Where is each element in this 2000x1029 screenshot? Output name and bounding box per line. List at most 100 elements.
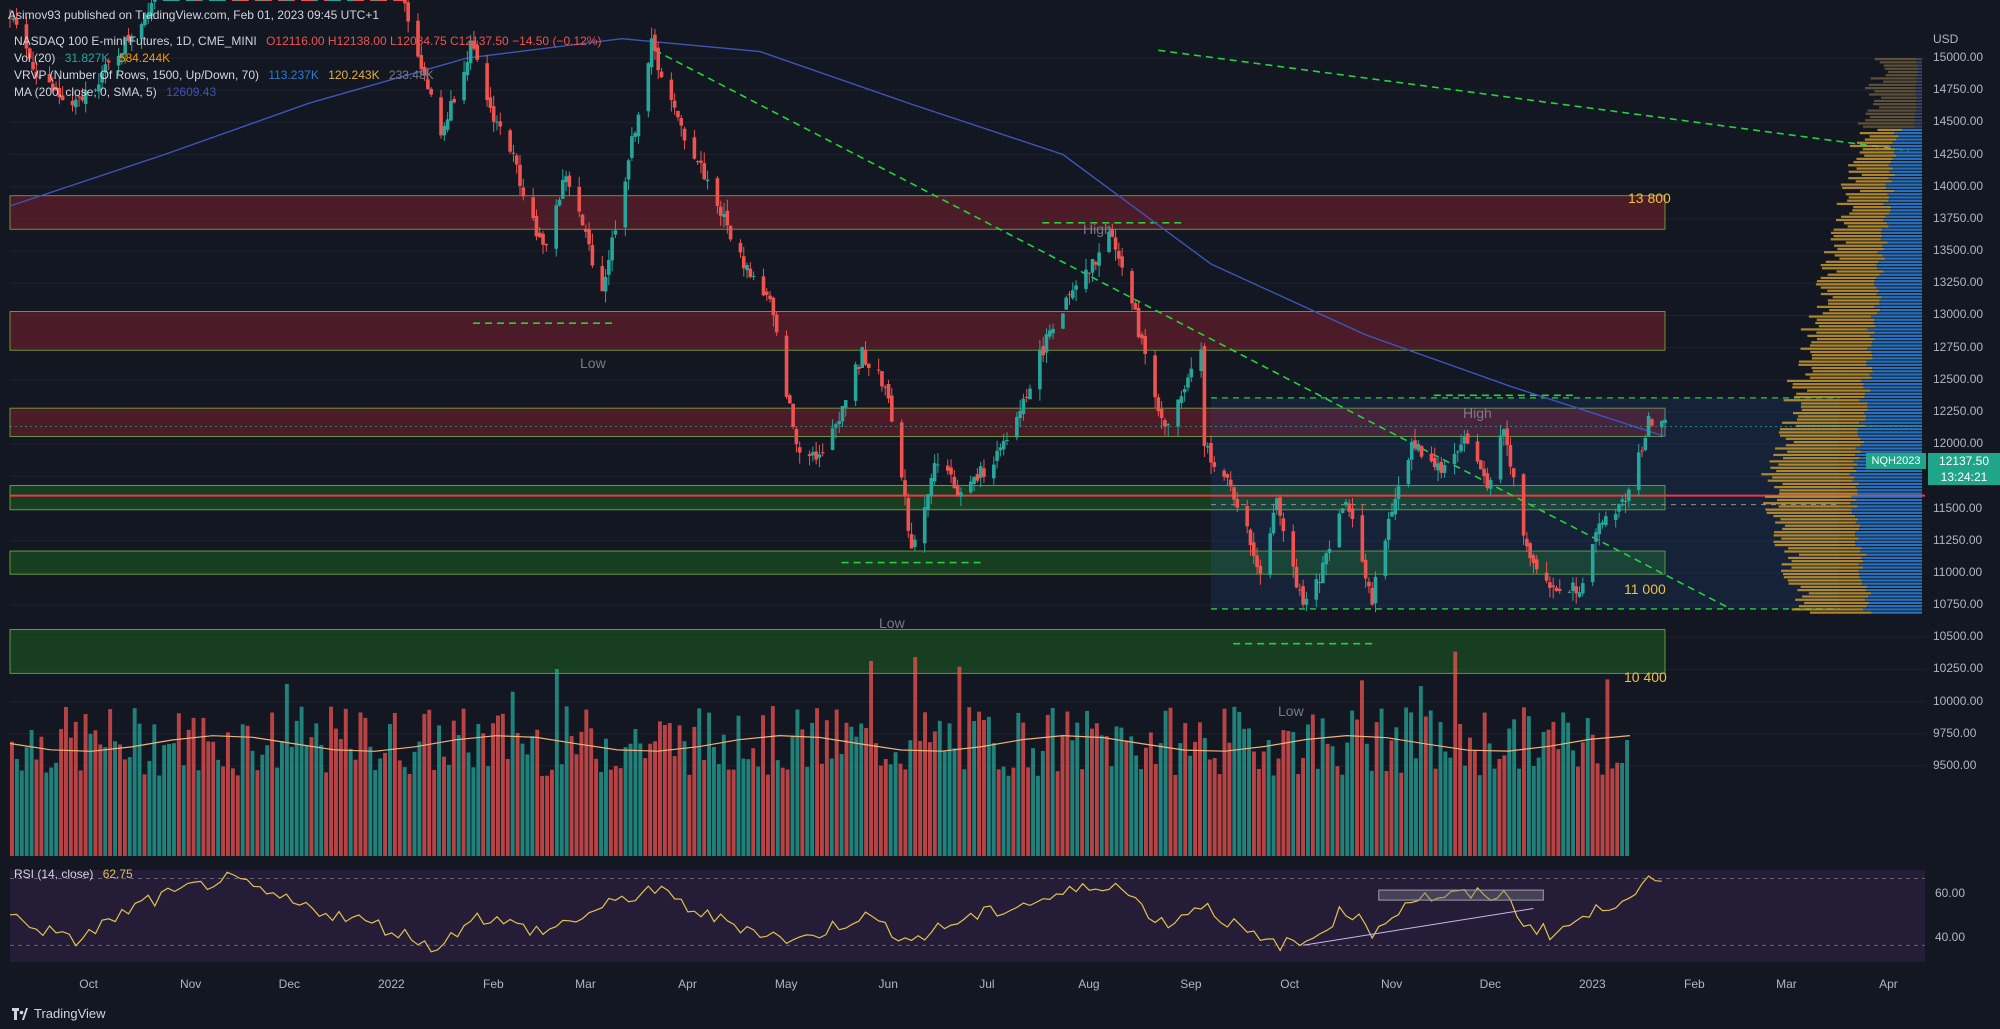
candle-body — [1452, 453, 1457, 464]
volume-bar — [275, 767, 279, 856]
candle-body — [1597, 523, 1602, 535]
vp-row-up — [1879, 302, 1922, 305]
tradingview-footer[interactable]: TradingView — [12, 1006, 106, 1021]
rsi-legend[interactable]: RSI (14, close) 62.75 — [14, 867, 139, 881]
vp-row-down — [1770, 466, 1854, 469]
price-tick-label: 14750.00 — [1933, 82, 1984, 97]
candle-body — [238, 0, 243, 1]
candle-body — [1429, 453, 1434, 462]
vp-row-up — [1894, 132, 1922, 135]
volume-bar — [427, 709, 432, 856]
candle-body — [1064, 297, 1069, 310]
volume-bar — [829, 758, 834, 856]
candle-body — [195, 0, 200, 1]
vp-row-down — [1810, 350, 1872, 354]
volume-bar — [1625, 740, 1629, 856]
volume-bar — [226, 732, 230, 856]
volume-bar — [496, 715, 500, 856]
volume-bar — [1566, 722, 1571, 856]
volume-bar — [893, 752, 898, 856]
candle-body — [1620, 499, 1625, 502]
volume-bar — [1360, 680, 1364, 856]
vp-row-down — [1816, 280, 1875, 283]
candle-body — [1268, 533, 1273, 575]
candle-body — [534, 215, 539, 237]
candle-body — [166, 0, 170, 1]
vp-row-down — [1827, 273, 1880, 276]
candle-body — [1643, 437, 1648, 451]
candle-body — [567, 175, 572, 187]
candle-body — [702, 163, 707, 180]
candle-body — [383, 0, 387, 1]
ticker-badge: NQH2023 — [1866, 453, 1926, 469]
vrvp-legend[interactable]: VRVP (Number Of Rows, 1500, Up/Down, 70)… — [14, 68, 440, 82]
vp-row-down — [1774, 543, 1856, 547]
vp-row-down — [1816, 318, 1875, 321]
candle-body — [27, 48, 32, 59]
symbol-legend[interactable]: NASDAQ 100 E-mini Futures, 1D, CME_MINI … — [14, 34, 607, 48]
candle-body — [1044, 334, 1049, 353]
volume-bar — [1045, 714, 1050, 856]
volume-bar — [54, 762, 59, 856]
volume-bar — [741, 758, 746, 856]
volume-bar — [785, 769, 790, 856]
volume-bar — [19, 770, 24, 856]
candle-body — [577, 186, 582, 212]
vrvp-value-3: 233.48K — [388, 68, 434, 82]
candle-body — [245, 0, 249, 1]
vp-row-up — [1881, 296, 1922, 299]
candle-body — [222, 0, 226, 1]
candle-body — [1502, 429, 1506, 436]
vp-row-down — [1792, 383, 1864, 386]
candle-body — [1001, 440, 1006, 450]
candle-body — [445, 119, 450, 130]
vp-row-up — [1894, 173, 1922, 177]
candle-body — [1439, 461, 1444, 473]
candle-body — [1018, 410, 1022, 419]
candle-body — [314, 0, 318, 1]
candle-body — [659, 71, 664, 78]
candle-body — [1117, 250, 1121, 259]
vp-row-down — [1848, 177, 1889, 180]
candle-body — [968, 481, 973, 493]
vp-row-down — [1820, 292, 1877, 296]
candle-body — [261, 0, 266, 1]
volume-bar — [1531, 765, 1536, 856]
vp-row-down — [1833, 228, 1883, 231]
candle-body — [215, 0, 220, 1]
volume-bar — [1050, 707, 1055, 856]
published-line: Asimov93 published on TradingView.com, F… — [8, 8, 385, 22]
volume-bar — [34, 759, 39, 856]
vp-row-down — [1791, 608, 1864, 611]
volume-bar — [93, 730, 98, 856]
volume-bar — [1060, 735, 1065, 856]
candle-body — [649, 38, 654, 68]
support-zone — [9, 484, 1666, 511]
vp-row-up — [1870, 389, 1922, 392]
volume-bar — [1021, 722, 1026, 856]
ma-legend[interactable]: MA (200, close, 0, SMA, 5) 12609.43 — [14, 85, 222, 99]
candle-body — [162, 0, 167, 1]
vp-row-up — [1870, 334, 1922, 337]
vp-row-up — [1856, 469, 1922, 473]
candle-body — [1409, 441, 1414, 460]
vp-row-down — [1788, 582, 1862, 585]
volume-legend[interactable]: Vol (20) 31.827K 584.244K — [14, 51, 176, 65]
candle-body — [955, 486, 960, 496]
vp-row-up — [1888, 170, 1922, 173]
time-tick-label: Apr — [1879, 977, 1898, 991]
candle-body — [1442, 465, 1447, 473]
time-tick-label: Feb — [483, 977, 504, 991]
vp-row-up — [1901, 128, 1922, 131]
candle-body — [1646, 415, 1651, 437]
vp-row-up — [1887, 193, 1922, 196]
vp-row-down — [1774, 486, 1856, 489]
time-tick-label: Jun — [878, 977, 898, 991]
candle-body — [1363, 559, 1368, 579]
vp-row-up — [1864, 440, 1922, 444]
vp-row-down — [1832, 296, 1882, 299]
vp-row-down — [1874, 99, 1917, 103]
vp-row-down — [1856, 157, 1893, 160]
